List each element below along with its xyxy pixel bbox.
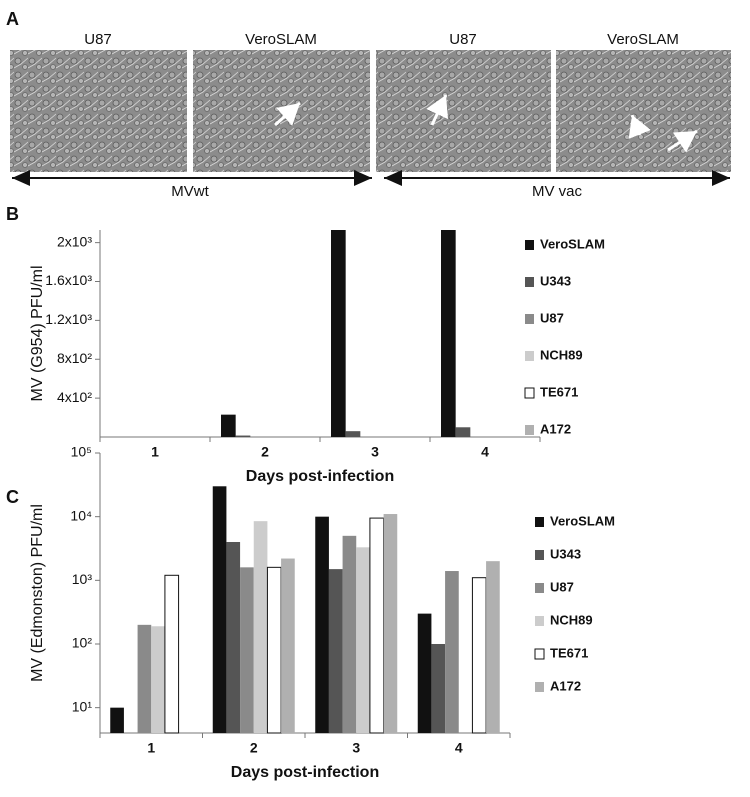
- x-tick-label: 1: [151, 444, 159, 460]
- bar: [445, 571, 459, 733]
- legend-label: NCH89: [540, 347, 583, 362]
- arrow: [274, 101, 301, 127]
- legend-swatch: [525, 277, 534, 287]
- arrow: [628, 114, 651, 139]
- y-axis-label: MV (Edmonston) PFU/ml: [29, 504, 46, 682]
- bar: [164, 574, 180, 734]
- bar: [328, 569, 343, 733]
- bar: [471, 577, 487, 734]
- group-label: MVwt: [171, 183, 209, 200]
- bar: [486, 561, 500, 733]
- x-tick-label: 1: [147, 740, 155, 756]
- bar: [455, 427, 471, 437]
- y-tick-label: 10⁵: [71, 444, 92, 460]
- image-label: VeroSLAM: [245, 31, 317, 48]
- photo-row: [10, 50, 731, 172]
- y-axis-label: MV (G954) PFU/ml: [29, 265, 46, 401]
- legend-label: A172: [550, 678, 581, 693]
- legend-swatch: [535, 550, 544, 560]
- x-axis-label: Days post-infection: [246, 468, 394, 485]
- legend-swatch: [524, 387, 535, 399]
- x-tick-label: 4: [481, 444, 489, 460]
- y-tick-label: 2x10³: [57, 233, 92, 249]
- legend-label: VeroSLAM: [550, 513, 615, 528]
- legend-label: TE671: [540, 384, 578, 399]
- y-tick-label: 4x10²: [57, 389, 92, 405]
- panel-label: B: [6, 204, 19, 224]
- micrograph: [556, 50, 731, 172]
- x-tick-label: 3: [371, 444, 379, 460]
- y-tick-label: 10³: [72, 571, 93, 587]
- bar: [315, 516, 329, 733]
- bar: [417, 613, 432, 733]
- micrograph: [193, 50, 370, 172]
- bar: [240, 567, 254, 733]
- arrow: [667, 129, 698, 153]
- panel-label: C: [6, 487, 19, 507]
- bar: [266, 566, 282, 734]
- y-tick-label: 1.6x10³: [45, 272, 92, 288]
- legend-label: U343: [550, 546, 581, 561]
- legend-label: U343: [540, 273, 571, 288]
- legend-label: NCH89: [550, 612, 593, 627]
- bar: [253, 521, 268, 733]
- legend-label: U87: [550, 579, 574, 594]
- bar: [431, 643, 446, 733]
- bar: [441, 230, 456, 437]
- legend-label: TE671: [550, 645, 588, 660]
- legend-label: U87: [540, 310, 564, 325]
- x-axis-label: Days post-infection: [231, 764, 379, 781]
- panel-label: A: [6, 9, 19, 29]
- bar: [137, 624, 152, 733]
- legend-swatch: [535, 682, 544, 692]
- legend-swatch: [525, 240, 534, 250]
- bar: [281, 558, 295, 733]
- y-tick-label: 10¹: [72, 698, 93, 714]
- micrograph: [10, 50, 187, 172]
- bar: [345, 431, 361, 437]
- legend-swatch: [535, 517, 544, 527]
- bar: [151, 626, 165, 733]
- bar: [110, 707, 124, 733]
- legend-label: VeroSLAM: [540, 236, 605, 251]
- y-tick-label: 1.2x10³: [45, 311, 92, 327]
- bar: [331, 230, 346, 437]
- bar: [235, 435, 251, 437]
- x-tick-label: 3: [352, 740, 360, 756]
- bar: [342, 535, 357, 733]
- image-label: U87: [84, 31, 112, 48]
- bar: [383, 514, 398, 733]
- x-tick-label: 2: [261, 444, 269, 460]
- micrograph: [376, 50, 551, 172]
- legend-swatch: [535, 583, 544, 593]
- y-tick-label: 8x10²: [57, 350, 92, 366]
- y-tick-label: 10²: [72, 635, 93, 651]
- arrow: [426, 94, 448, 126]
- legend-swatch: [525, 425, 534, 435]
- bar: [221, 414, 236, 437]
- legend-swatch: [534, 648, 545, 660]
- bar: [212, 486, 227, 733]
- x-tick-label: 4: [455, 740, 463, 756]
- y-tick-label: 10⁴: [70, 507, 92, 523]
- bar: [369, 517, 385, 734]
- legend-label: A172: [540, 421, 571, 436]
- bar: [356, 547, 370, 733]
- group-label: MV vac: [532, 183, 583, 200]
- bar: [226, 542, 241, 733]
- legend-swatch: [525, 314, 534, 324]
- image-label: VeroSLAM: [607, 31, 679, 48]
- legend-swatch: [535, 616, 544, 626]
- legend-swatch: [525, 351, 534, 361]
- x-tick-label: 2: [250, 740, 258, 756]
- image-label: U87: [449, 31, 477, 48]
